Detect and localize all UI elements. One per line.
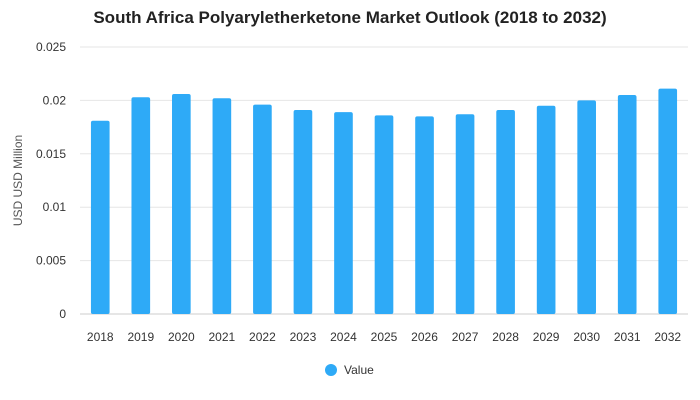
x-tick-label: 2022 — [249, 330, 276, 344]
x-tick-label: 2021 — [209, 330, 236, 344]
bar-2023[interactable] — [293, 110, 313, 315]
x-tick-label: 2032 — [654, 330, 681, 344]
bar-2032[interactable] — [658, 88, 678, 314]
x-tick-label: 2026 — [411, 330, 438, 344]
x-tick-label: 2024 — [330, 330, 357, 344]
bars — [90, 88, 678, 315]
bar-2028[interactable] — [496, 110, 515, 315]
bar-2021[interactable] — [212, 98, 232, 314]
legend-marker[interactable] — [325, 364, 337, 376]
bar-2026[interactable] — [415, 116, 434, 314]
x-axis: 2018 2019 2020 2021 2022 2023 2024 2025 2026 2027… — [87, 330, 681, 344]
y-tick-label: 0.005 — [36, 254, 66, 268]
bar-2029[interactable] — [536, 105, 556, 315]
bar-2020[interactable] — [172, 93, 191, 314]
x-tick-label: 2027 — [452, 330, 479, 344]
x-tick-label: 2030 — [573, 330, 600, 344]
x-tick-label: 2025 — [371, 330, 398, 344]
y-axis-title: USD USD Million — [11, 135, 25, 226]
bar-2018[interactable] — [90, 120, 110, 314]
y-tick-label: 0.02 — [43, 93, 67, 107]
x-tick-label: 2020 — [168, 330, 195, 344]
bar-2019[interactable] — [131, 97, 151, 314]
legend: Value — [325, 363, 374, 377]
bar-2027[interactable] — [455, 114, 475, 314]
y-axis: 0 0.005 0.01 0.015 0.02 0.025 — [36, 40, 66, 321]
legend-label[interactable]: Value — [344, 363, 374, 377]
bar-2025[interactable] — [374, 115, 394, 315]
bar-2030[interactable] — [577, 100, 596, 315]
x-tick-label: 2029 — [533, 330, 560, 344]
bar-2024[interactable] — [334, 112, 353, 314]
x-tick-label: 2019 — [127, 330, 154, 344]
bar-2022[interactable] — [253, 104, 272, 314]
x-tick-label: 2031 — [614, 330, 641, 344]
y-tick-label: 0.01 — [43, 200, 67, 214]
x-tick-label: 2023 — [290, 330, 317, 344]
y-tick-label: 0 — [59, 307, 66, 321]
y-tick-label: 0.015 — [36, 147, 66, 161]
x-tick-label: 2018 — [87, 330, 114, 344]
bar-2031[interactable] — [617, 95, 637, 314]
y-tick-label: 0.025 — [36, 40, 66, 54]
x-tick-label: 2028 — [492, 330, 519, 344]
chart-title: South Africa Polyaryletherketone Market … — [93, 8, 607, 27]
